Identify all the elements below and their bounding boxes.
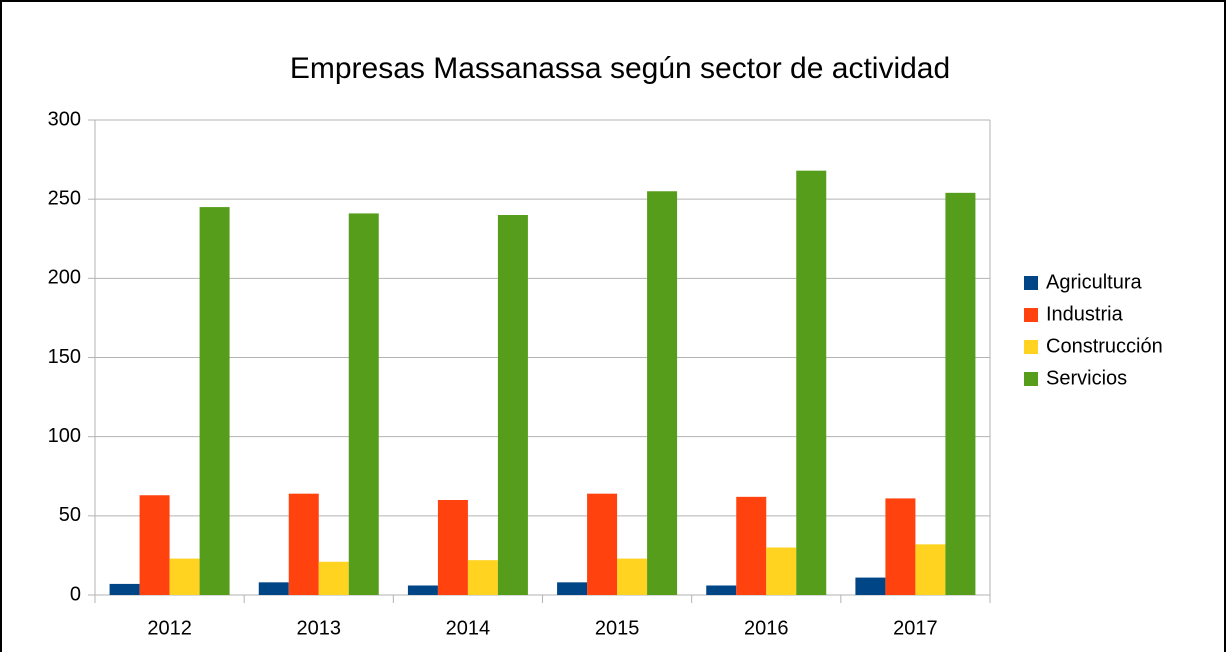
bar	[497, 215, 528, 595]
bar	[348, 213, 379, 595]
bar	[169, 558, 200, 595]
x-tick-label: 2012	[147, 617, 192, 639]
x-tick-label: 2017	[893, 617, 938, 639]
x-tick-label: 2016	[744, 617, 789, 639]
bar	[766, 547, 797, 595]
legend-label: Servicios	[1046, 367, 1127, 389]
chart-title: Empresas Massanassa según sector de acti…	[290, 52, 950, 85]
legend-label: Construcción	[1046, 335, 1163, 357]
legend-swatch	[1024, 276, 1038, 290]
bar	[945, 192, 976, 596]
bar	[318, 561, 349, 595]
bar	[109, 583, 140, 595]
bar	[736, 496, 767, 595]
y-tick-label: 100	[48, 425, 81, 447]
bar	[647, 191, 678, 595]
bar	[796, 170, 827, 595]
bar	[885, 498, 916, 595]
legend-label: Agricultura	[1046, 271, 1142, 293]
y-tick-label: 200	[48, 267, 81, 289]
x-tick-label: 2013	[297, 617, 342, 639]
bar	[258, 582, 289, 595]
bar	[407, 585, 438, 595]
legend-swatch	[1024, 340, 1038, 354]
legend-label: Industria	[1046, 303, 1124, 325]
bar	[467, 560, 498, 595]
bar	[437, 500, 468, 595]
y-tick-label: 0	[70, 583, 81, 605]
bar	[855, 577, 886, 595]
bar	[199, 207, 230, 596]
bar	[706, 585, 737, 595]
y-tick-label: 150	[48, 346, 81, 368]
x-tick-label: 2015	[595, 617, 640, 639]
legend-swatch	[1024, 308, 1038, 322]
legend-swatch	[1024, 372, 1038, 386]
bar	[288, 493, 319, 595]
bar	[617, 558, 648, 595]
y-tick-label: 50	[59, 504, 81, 526]
bar	[557, 582, 588, 595]
y-tick-label: 300	[48, 108, 81, 130]
bar	[915, 544, 946, 595]
bar	[587, 493, 618, 595]
bar	[139, 495, 170, 595]
x-tick-label: 2014	[446, 617, 491, 639]
y-tick-label: 250	[48, 187, 81, 209]
